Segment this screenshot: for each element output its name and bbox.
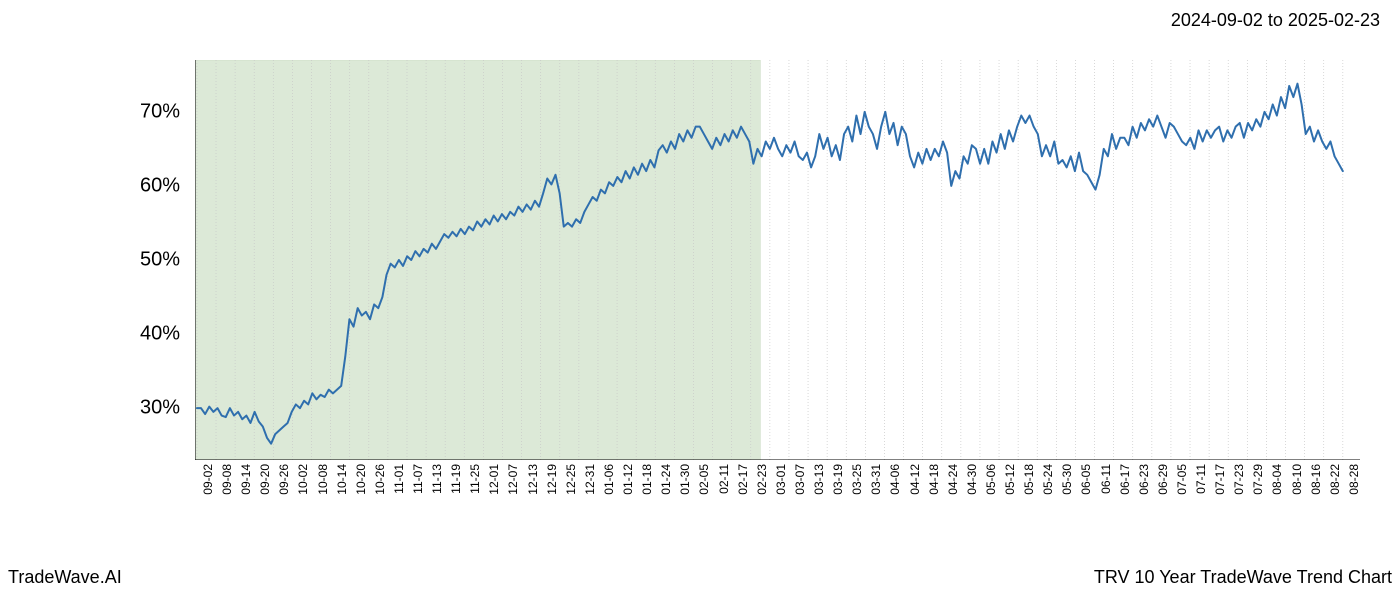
x-tick-label: 01-24 bbox=[659, 464, 673, 495]
chart-title: TRV 10 Year TradeWave Trend Chart bbox=[1094, 567, 1392, 588]
x-tick-label: 02-17 bbox=[736, 464, 750, 495]
x-tick-label: 01-30 bbox=[678, 464, 692, 495]
x-tick-label: 08-28 bbox=[1347, 464, 1361, 495]
x-tick-label: 07-23 bbox=[1232, 464, 1246, 495]
x-tick-label: 12-31 bbox=[583, 464, 597, 495]
x-tick-label: 04-24 bbox=[946, 464, 960, 495]
x-tick-label: 05-18 bbox=[1022, 464, 1036, 495]
x-tick-label: 06-23 bbox=[1137, 464, 1151, 495]
x-tick-label: 03-19 bbox=[831, 464, 845, 495]
x-tick-label: 03-31 bbox=[869, 464, 883, 495]
x-tick-label: 04-30 bbox=[965, 464, 979, 495]
x-axis: 09-02 09-08 09-14 09-20 09-26 10-02 10-08 10-14… bbox=[195, 464, 1360, 524]
x-tick-label: 02-05 bbox=[697, 464, 711, 495]
x-tick-label: 08-22 bbox=[1328, 464, 1342, 495]
x-tick-label: 10-08 bbox=[316, 464, 330, 495]
x-tick-label: 08-10 bbox=[1290, 464, 1304, 495]
x-tick-label: 09-08 bbox=[220, 464, 234, 495]
x-tick-label: 04-06 bbox=[888, 464, 902, 495]
x-tick-label: 12-13 bbox=[526, 464, 540, 495]
y-tick-label: 60% bbox=[140, 174, 180, 197]
x-tick-label: 12-01 bbox=[487, 464, 501, 495]
y-tick-label: 50% bbox=[140, 249, 180, 272]
x-tick-label: 06-11 bbox=[1099, 464, 1113, 494]
x-tick-label: 09-26 bbox=[277, 464, 291, 495]
x-tick-label: 03-07 bbox=[793, 464, 807, 495]
y-tick-label: 70% bbox=[140, 100, 180, 123]
x-tick-label: 01-12 bbox=[621, 464, 635, 495]
x-tick-label: 07-29 bbox=[1251, 464, 1265, 495]
x-tick-label: 05-30 bbox=[1060, 464, 1074, 495]
x-tick-label: 10-02 bbox=[296, 464, 310, 495]
x-tick-label: 09-20 bbox=[258, 464, 272, 495]
y-tick-label: 30% bbox=[140, 397, 180, 420]
x-tick-label: 05-24 bbox=[1041, 464, 1055, 495]
x-tick-label: 12-07 bbox=[506, 464, 520, 495]
x-tick-label: 08-04 bbox=[1270, 464, 1284, 495]
x-tick-label: 05-12 bbox=[1003, 464, 1017, 495]
x-tick-label: 05-06 bbox=[984, 464, 998, 495]
x-tick-label: 07-17 bbox=[1213, 464, 1227, 495]
x-tick-label: 01-06 bbox=[602, 464, 616, 495]
x-tick-label: 09-14 bbox=[239, 464, 253, 495]
trend-chart: 30% 40% 50% 60% 70% 09-02 09-08 09-14 09-20 09-2… bbox=[0, 50, 1400, 525]
x-tick-label: 01-18 bbox=[640, 464, 654, 495]
x-tick-label: 08-16 bbox=[1309, 464, 1323, 495]
y-axis: 30% 40% 50% 60% 70% bbox=[0, 60, 195, 460]
x-tick-label: 11-07 bbox=[411, 464, 425, 494]
x-tick-label: 02-23 bbox=[755, 464, 769, 495]
x-tick-label: 10-26 bbox=[373, 464, 387, 495]
x-tick-label: 11-01 bbox=[392, 464, 406, 494]
x-tick-label: 03-13 bbox=[812, 464, 826, 495]
x-tick-label: 07-11 bbox=[1194, 464, 1208, 494]
x-tick-label: 03-01 bbox=[774, 464, 788, 495]
date-range-label: 2024-09-02 to 2025-02-23 bbox=[1171, 10, 1380, 31]
x-tick-label: 11-25 bbox=[468, 464, 482, 494]
x-tick-label: 04-18 bbox=[927, 464, 941, 495]
x-tick-label: 10-20 bbox=[354, 464, 368, 495]
x-tick-label: 12-25 bbox=[564, 464, 578, 495]
x-tick-label: 06-17 bbox=[1118, 464, 1132, 495]
x-tick-label: 04-12 bbox=[908, 464, 922, 495]
y-tick-label: 40% bbox=[140, 323, 180, 346]
x-tick-label: 11-19 bbox=[449, 464, 463, 494]
brand-label: TradeWave.AI bbox=[8, 567, 122, 588]
x-tick-label: 02-11 bbox=[717, 464, 731, 494]
x-tick-label: 07-05 bbox=[1175, 464, 1189, 495]
x-tick-label: 06-29 bbox=[1156, 464, 1170, 495]
plot-area bbox=[195, 60, 1360, 460]
x-tick-label: 06-05 bbox=[1079, 464, 1093, 495]
x-tick-label: 12-19 bbox=[545, 464, 559, 495]
x-tick-label: 09-02 bbox=[201, 464, 215, 495]
x-tick-label: 11-13 bbox=[430, 464, 444, 494]
x-tick-label: 10-14 bbox=[335, 464, 349, 495]
x-tick-label: 03-25 bbox=[850, 464, 864, 495]
